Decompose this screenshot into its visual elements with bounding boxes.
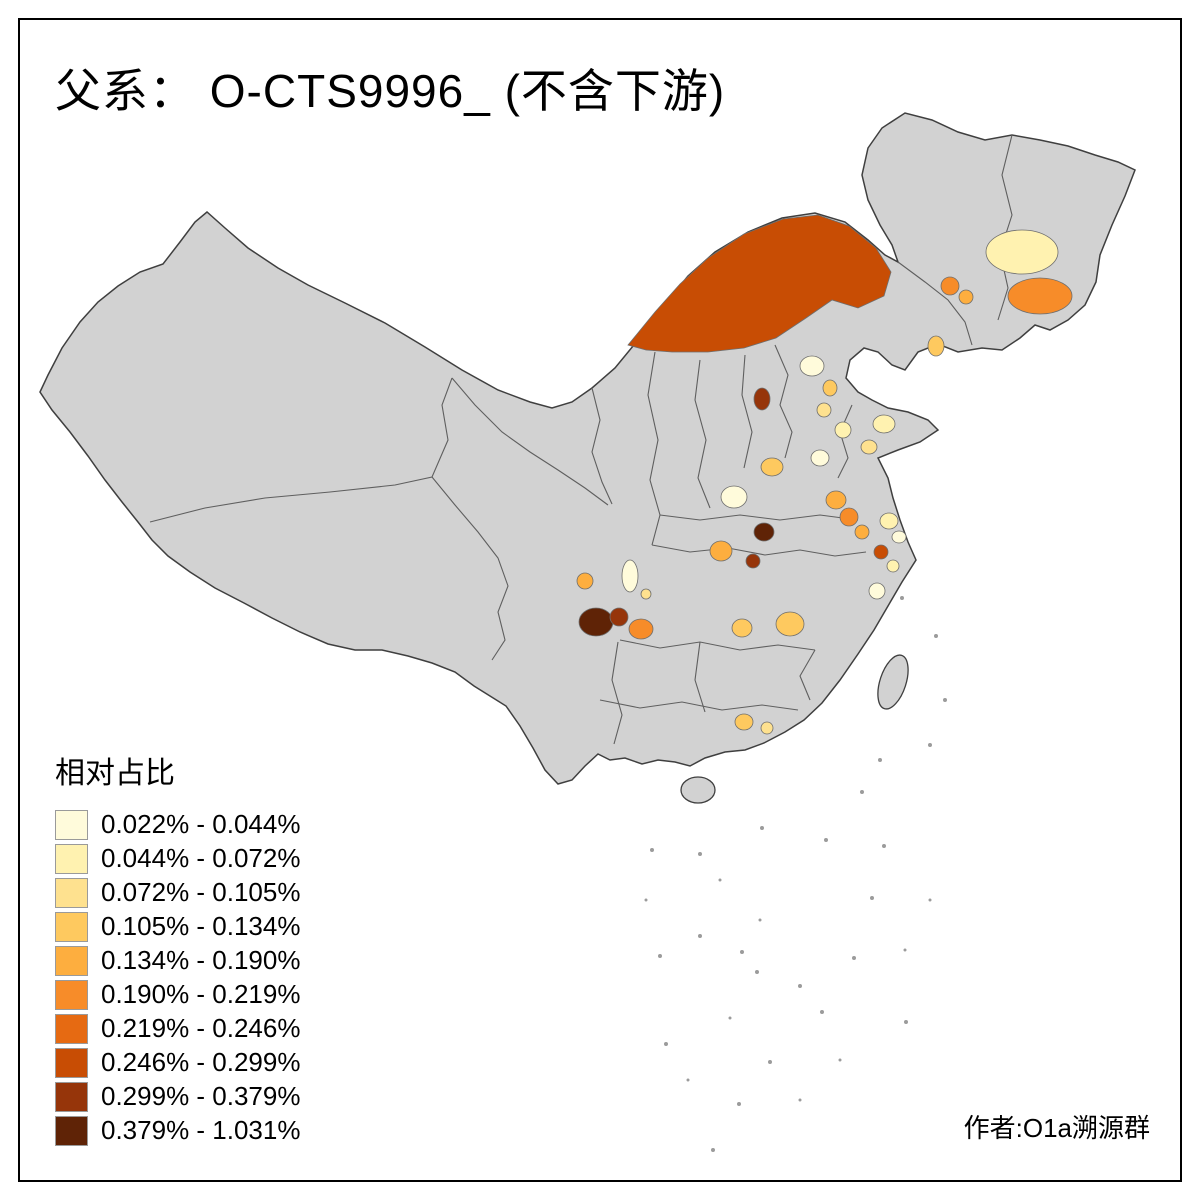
prefecture-patch xyxy=(753,522,775,542)
prefecture-patch xyxy=(640,588,652,600)
legend-swatch xyxy=(55,1115,88,1146)
province-borders xyxy=(149,134,1013,745)
legend-items: 0.022% - 0.044% 0.044% - 0.072% 0.072% - 0… xyxy=(55,808,300,1147)
legend-label: 0.072% - 0.105% xyxy=(101,877,301,907)
prefecture-patch xyxy=(825,490,847,510)
prefecture-patch xyxy=(609,607,629,627)
prefecture-patch xyxy=(578,607,614,637)
prefecture-patch xyxy=(1007,277,1073,315)
prefecture-patch xyxy=(628,618,654,640)
taiwan-island xyxy=(877,654,909,710)
prefecture-patch xyxy=(734,713,754,731)
prefecture-patch xyxy=(760,721,774,735)
legend: 相对占比 0.022% - 0.044% 0.044% - 0.072% 0.072… xyxy=(55,748,300,1148)
legend-item: 0.134% - 0.190% xyxy=(55,944,300,977)
author-credit: 作者:O1a溯源群 xyxy=(963,1113,1150,1143)
legend-swatch xyxy=(55,843,88,874)
legend-swatch xyxy=(55,911,88,942)
legend-label: 0.190% - 0.219% xyxy=(101,979,301,1009)
prefecture-patch xyxy=(745,553,761,569)
prefecture-patch xyxy=(753,387,771,411)
prefecture-patch xyxy=(872,414,896,434)
legend-item: 0.379% - 1.031% xyxy=(55,1114,300,1147)
prefecture-patch xyxy=(854,524,870,540)
prefecture-patch xyxy=(879,512,899,530)
legend-label: 0.379% - 1.031% xyxy=(101,1115,301,1145)
prefecture-patch xyxy=(886,559,900,573)
legend-label: 0.246% - 0.299% xyxy=(101,1047,301,1077)
legend-label: 0.022% - 0.044% xyxy=(101,809,301,839)
legend-swatch xyxy=(55,979,88,1010)
prefecture-patch xyxy=(873,544,889,560)
legend-label: 0.219% - 0.246% xyxy=(101,1013,301,1043)
legend-item: 0.190% - 0.219% xyxy=(55,978,300,1011)
prefecture-patch xyxy=(760,457,784,477)
prefecture-patches xyxy=(576,214,1073,735)
hainan-island xyxy=(680,776,716,804)
prefecture-patch xyxy=(709,540,733,562)
legend-item: 0.022% - 0.044% xyxy=(55,808,300,841)
prefecture-patch xyxy=(891,530,907,544)
legend-item: 0.246% - 0.299% xyxy=(55,1046,300,1079)
prefecture-patch xyxy=(731,618,753,638)
legend-label: 0.044% - 0.072% xyxy=(101,843,301,873)
legend-swatch xyxy=(55,945,88,976)
legend-item: 0.044% - 0.072% xyxy=(55,842,300,875)
legend-label: 0.105% - 0.134% xyxy=(101,911,301,941)
prefecture-patch xyxy=(839,507,859,527)
legend-swatch xyxy=(55,1047,88,1078)
legend-item: 0.072% - 0.105% xyxy=(55,876,300,909)
prefecture-patch xyxy=(816,402,832,418)
legend-swatch xyxy=(55,877,88,908)
legend-item: 0.219% - 0.246% xyxy=(55,1012,300,1045)
page-title: 父系： O-CTS9996_ (不含下游) xyxy=(55,65,726,117)
prefecture-patch xyxy=(799,355,825,377)
legend-label: 0.299% - 0.379% xyxy=(101,1081,301,1111)
prefecture-patch xyxy=(958,289,974,305)
legend-item: 0.299% - 0.379% xyxy=(55,1080,300,1113)
legend-swatch xyxy=(55,809,88,840)
prefecture-patch xyxy=(775,611,805,637)
legend-swatch xyxy=(55,1013,88,1044)
prefecture-patch xyxy=(868,582,886,600)
prefecture-patch xyxy=(621,559,639,593)
china-landmass xyxy=(39,112,1136,785)
legend-item: 0.105% - 0.134% xyxy=(55,910,300,943)
prefecture-patch xyxy=(940,276,960,296)
prefecture-patch xyxy=(576,572,594,590)
legend-swatch xyxy=(55,1081,88,1112)
prefecture-patch xyxy=(860,439,878,455)
prefecture-patch xyxy=(627,214,892,353)
legend-label: 0.134% - 0.190% xyxy=(101,945,301,975)
legend-title: 相对占比 xyxy=(55,757,175,790)
prefecture-patch xyxy=(810,449,830,467)
prefecture-patch xyxy=(927,335,945,357)
prefecture-patch xyxy=(834,421,852,439)
sea-islets xyxy=(644,596,947,1152)
prefecture-patch xyxy=(720,485,748,509)
prefecture-patch xyxy=(985,229,1059,275)
prefecture-patch xyxy=(822,379,838,397)
